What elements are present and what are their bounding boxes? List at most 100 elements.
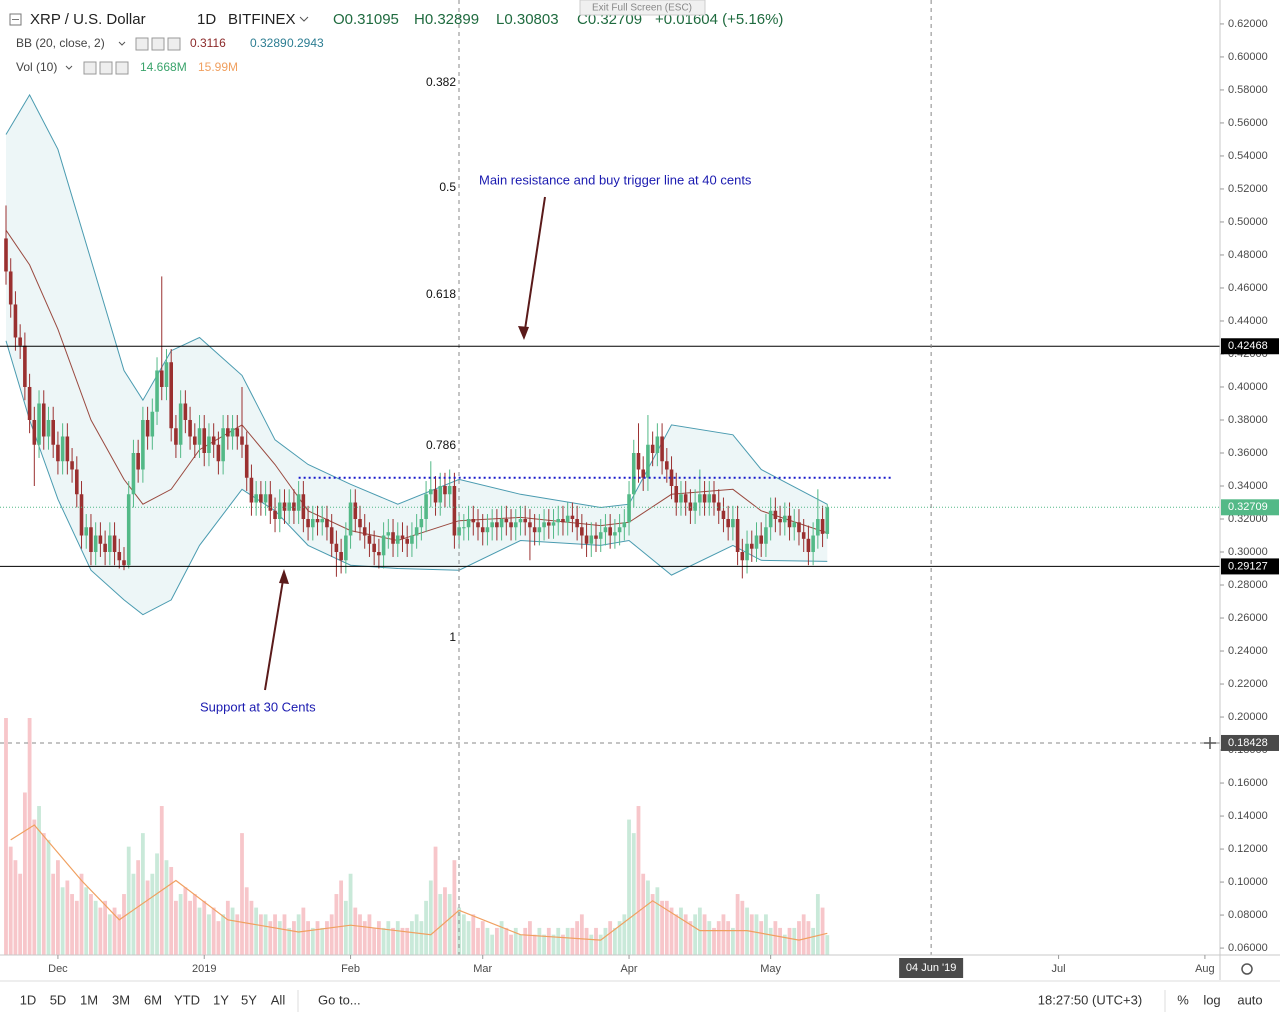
price-line-label: 0.29127 [1228,560,1268,572]
dropdown-caret[interactable] [299,16,309,22]
eye-icon[interactable] [83,61,97,75]
volume-bar [438,894,443,955]
eye-icon[interactable] [135,37,149,51]
candle-body [282,502,287,511]
settings-icon[interactable] [99,61,113,75]
volume-bar [169,866,174,955]
range-button[interactable]: 6M [144,992,162,1007]
candle-body [532,527,537,533]
volume-bar [372,927,377,955]
scale-option[interactable]: auto [1237,992,1262,1007]
y-tick-label: 0.62000 [1228,18,1268,30]
candle-body [580,527,584,536]
candle-body [159,370,164,387]
exchange[interactable]: BITFINEX [228,11,296,28]
remove-icon[interactable] [167,37,181,51]
volume-bar [622,914,627,955]
range-button[interactable]: 1M [80,992,98,1007]
candle-body [820,519,825,534]
volume-bar [650,894,655,955]
volume-bar [292,921,296,955]
range-button[interactable]: YTD [174,992,200,1007]
bb-upper: 0.3289 [250,36,287,50]
y-tick-label: 0.06000 [1228,942,1268,954]
range-button[interactable]: All [271,992,286,1007]
candle-body [386,532,391,536]
range-button[interactable]: 1D [20,992,37,1007]
volume-bar [509,934,513,955]
range-button[interactable]: 5Y [241,992,257,1007]
candle-body [410,535,414,544]
dropdown-caret[interactable] [65,65,73,70]
price-line-label: 0.42468 [1228,340,1268,352]
volume-bar [131,873,136,955]
volume-bar [674,914,679,955]
interval[interactable]: 1D [197,11,216,28]
volume-bar [263,914,268,955]
candle-body [702,494,707,503]
volume-bar [79,873,84,955]
candle-body [693,502,697,511]
range-button[interactable]: 3M [112,992,130,1007]
volume-bar [561,934,565,955]
candle-body [18,337,22,346]
exit-fullscreen-label[interactable]: Exit Full Screen (ESC) [592,3,692,14]
candle-body [122,560,126,566]
y-tick-label: 0.12000 [1228,843,1268,855]
volume-bar [627,819,631,955]
arrow-head [518,326,529,340]
remove-icon[interactable] [115,61,129,75]
volume-bar [381,927,386,955]
candle-body [679,494,683,503]
dropdown-caret[interactable] [118,41,126,46]
clock: 18:27:50 (UTC+3) [1038,992,1142,1007]
volume-bar [787,927,792,955]
volume-bar [646,880,650,955]
volume-bar [192,894,197,955]
settings-gear[interactable] [1241,963,1253,975]
candle-body [806,538,811,553]
y-tick-label: 0.56000 [1228,117,1268,129]
candle-body [226,428,230,437]
range-button[interactable]: 5D [50,992,67,1007]
candle-body [509,522,513,528]
exit-fullscreen[interactable] [579,0,706,16]
settings-icon[interactable] [151,37,165,51]
candle-body [726,519,730,528]
scale-option[interactable]: % [1177,992,1189,1007]
candle-body [70,461,74,470]
candle-body [292,502,296,511]
collapse-icon[interactable] [9,13,22,26]
fib-label: 1 [449,630,456,644]
candle-body [825,507,830,534]
candle-body [490,522,494,528]
crosshair-plus[interactable] [1204,736,1216,749]
volume-bar [325,921,329,955]
vol-name[interactable]: Vol (10) [16,60,57,74]
candle-body [65,436,70,462]
volume-bar [518,934,523,955]
candle-body [108,535,112,553]
candle-body [207,436,211,453]
candle-body [367,535,372,544]
volume-bar [749,914,754,955]
candle-body [145,419,150,437]
scale-option[interactable]: log [1203,992,1220,1007]
candle-body [37,403,41,445]
candle-body [570,515,575,520]
volume-bar [70,894,74,955]
range-button[interactable]: 1Y [213,992,229,1007]
goto-button[interactable]: Go to... [318,992,361,1007]
time-axis: Dec 2019 Feb Mar Apr May Jul Aug [48,955,1215,975]
candle-body [792,522,797,528]
candle-body [754,535,759,549]
bb-name[interactable]: BB (20, close, 2) [16,36,105,50]
candle-body [183,403,188,420]
symbol[interactable]: XRP / U.S. Dollar [30,11,146,28]
bb-middle: 0.3116 [190,36,226,50]
volume-bar [801,914,806,955]
volume-bar [216,921,221,955]
candle-body [424,494,428,520]
volume-bar [65,880,70,955]
